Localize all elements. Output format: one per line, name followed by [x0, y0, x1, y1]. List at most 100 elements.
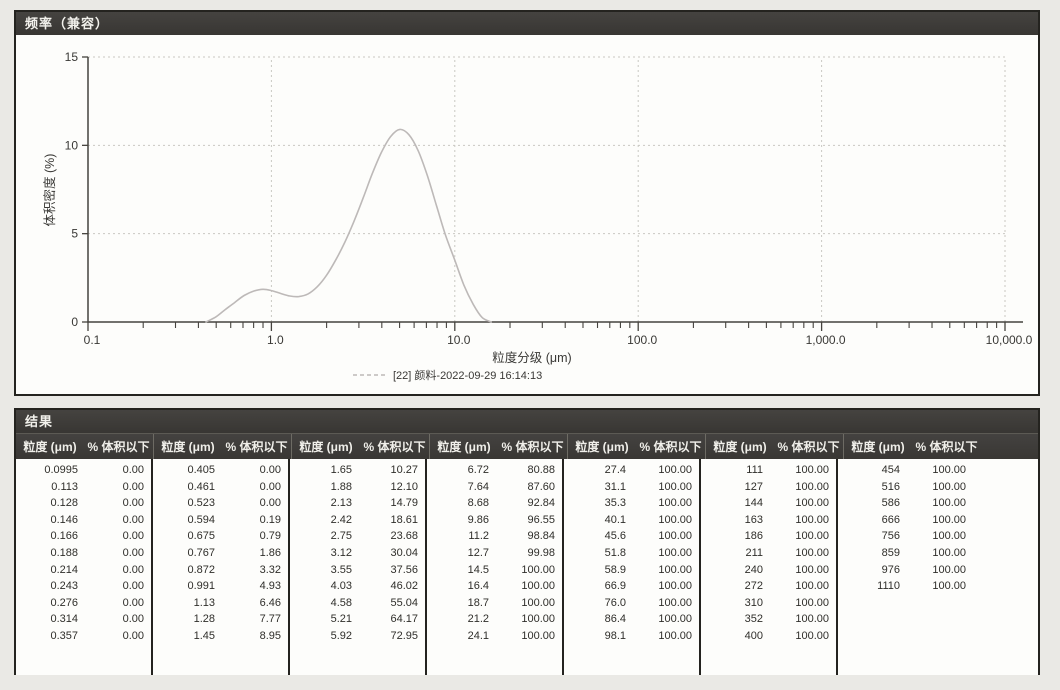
table-row: 2.75 23.68: [290, 528, 425, 545]
table-row: 6.72 80.88: [427, 462, 562, 479]
table-row: 21.2 100.00: [427, 611, 562, 628]
size-cell: 51.8: [604, 546, 626, 559]
table-row: 9.86 96.55: [427, 512, 562, 529]
table-row: 1.88 12.10: [290, 479, 425, 496]
size-cell: 27.4: [604, 464, 626, 476]
percent-cell: 0.00: [122, 613, 144, 626]
size-column-header: 粒度 (μm): [299, 440, 353, 454]
results-panel-title: 结果: [25, 414, 54, 429]
percent-cell: 37.56: [390, 563, 418, 576]
table-row: 144 100.00: [701, 495, 836, 512]
size-cell: 18.7: [467, 596, 489, 609]
chart-panel-header: 频率（兼容）: [16, 12, 1038, 35]
percent-cell: 100.00: [658, 513, 692, 526]
size-cell: 272: [744, 580, 763, 593]
table-row: 11.2 98.84: [427, 528, 562, 545]
size-cell: 24.1: [467, 629, 489, 642]
table-row: 859 100.00: [838, 545, 1038, 562]
size-column-header: 粒度 (μm): [851, 440, 905, 454]
size-cell: 3.12: [330, 546, 352, 559]
frequency-curve: [205, 128, 492, 323]
percent-cell: 0.00: [259, 464, 281, 476]
table-row: 0.357 0.00: [16, 628, 151, 645]
size-cell: 666: [881, 513, 900, 526]
size-cell: 0.991: [187, 580, 215, 593]
percent-column-header: % 体积以下: [915, 440, 978, 454]
table-row: 0.991 4.93: [153, 578, 288, 595]
size-cell: 0.675: [187, 530, 215, 543]
column-group-header: 粒度 (μm) % 体积以下: [16, 434, 154, 459]
percent-cell: 100.00: [658, 613, 692, 626]
size-cell: 2.75: [330, 530, 352, 543]
size-column-header: 粒度 (μm): [23, 440, 77, 454]
percent-column-header: % 体积以下: [225, 440, 288, 454]
percent-cell: 7.77: [259, 613, 281, 626]
table-row: 8.68 92.84: [427, 495, 562, 512]
table-row: 51.8 100.00: [564, 545, 699, 562]
percent-cell: 100.00: [795, 513, 829, 526]
percent-cell: 80.88: [527, 464, 555, 476]
percent-cell: 100.00: [658, 480, 692, 493]
table-row: 14.5 100.00: [427, 562, 562, 579]
size-cell: 976: [881, 563, 900, 576]
percent-cell: 0.79: [259, 530, 281, 543]
size-cell: 211: [745, 546, 763, 559]
size-cell: 163: [744, 513, 763, 526]
percent-cell: 30.04: [390, 546, 418, 559]
percent-cell: 100.00: [932, 580, 966, 593]
size-cell: 6.72: [467, 464, 489, 476]
table-column-group: 27.4 100.00 31.1 100.00 35.3 100.00 40.1 100.00…: [564, 459, 701, 675]
percent-column-header: % 体积以下: [777, 440, 840, 454]
table-row: 0.523 0.00: [153, 495, 288, 512]
size-column-header: 粒度 (μm): [713, 440, 767, 454]
table-column-group: 6.72 80.88 7.64 87.60 8.68 92.84 9.86 96.55 11.2…: [427, 459, 564, 675]
percent-cell: 8.95: [259, 629, 281, 642]
percent-cell: 100.00: [795, 546, 829, 559]
column-group-header: 粒度 (μm) % 体积以下: [154, 434, 292, 459]
table-row: 1.45 8.95: [153, 628, 288, 645]
table-row: 352 100.00: [701, 611, 836, 628]
size-cell: 1.65: [330, 464, 352, 476]
size-cell: 186: [744, 530, 763, 543]
percent-cell: 100.00: [932, 480, 966, 493]
size-cell: 21.2: [467, 613, 489, 626]
table-row: 58.9 100.00: [564, 562, 699, 579]
size-cell: 31.1: [604, 480, 626, 493]
size-cell: 756: [881, 530, 900, 543]
percent-cell: 100.00: [521, 580, 555, 593]
table-row: 0.276 0.00: [16, 595, 151, 612]
size-cell: 454: [881, 464, 900, 476]
table-row: 76.0 100.00: [564, 595, 699, 612]
y-tick-label: 0: [71, 315, 78, 329]
size-column-header: 粒度 (μm): [575, 440, 629, 454]
size-cell: 76.0: [604, 596, 626, 609]
size-cell: 16.4: [467, 580, 489, 593]
table-column-headers: 粒度 (μm)% 体积以下 粒度 (μm)% 体积以下 粒度 (μm)% 体积以下粒…: [16, 433, 1038, 459]
table-row: 24.1 100.00: [427, 628, 562, 645]
percent-cell: 100.00: [932, 513, 966, 526]
size-cell: 0.461: [187, 480, 215, 493]
percent-cell: 72.95: [390, 629, 418, 642]
table-row: 5.92 72.95: [290, 628, 425, 645]
table-row: 0.872 3.32: [153, 562, 288, 579]
size-cell: 1.28: [193, 613, 215, 626]
table-row: 454 100.00: [838, 462, 1038, 479]
size-cell: 0.767: [187, 546, 215, 559]
size-cell: 0.405: [187, 464, 215, 476]
table-column-group: 454 100.00 516 100.00 586 100.00 666 100.00 756 1…: [838, 459, 1038, 675]
size-cell: 0.188: [50, 546, 78, 559]
x-tick-label: 1,000.0: [806, 333, 846, 347]
percent-cell: 100.00: [658, 596, 692, 609]
table-row: 0.214 0.00: [16, 562, 151, 579]
table-row: 35.3 100.00: [564, 495, 699, 512]
size-cell: 3.55: [330, 563, 352, 576]
percent-cell: 12.10: [390, 480, 418, 493]
percent-cell: 100.00: [932, 563, 966, 576]
column-group-header: 粒度 (μm) % 体积以下: [430, 434, 568, 459]
table-row: 310 100.00: [701, 595, 836, 612]
x-tick-label: 10.0: [447, 333, 471, 347]
table-row: 0.113 0.00: [16, 479, 151, 496]
percent-cell: 100.00: [521, 629, 555, 642]
results-table: 0.0995 0.00 0.113 0.00 0.128 0.00 0.146 0.00 0.1…: [16, 459, 1038, 675]
